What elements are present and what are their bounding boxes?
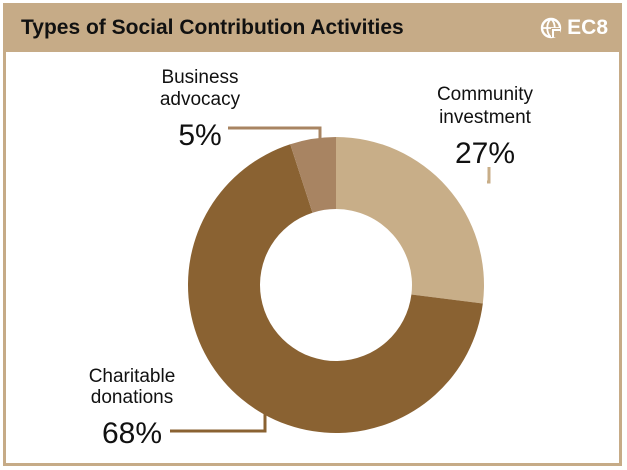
- slice-value-2: 5%: [178, 119, 221, 152]
- slice-2: [290, 137, 336, 213]
- leader-line-0: [487, 167, 491, 184]
- slice-label-0-line-0: Community: [437, 84, 534, 105]
- slice-label-0-line-1: investment: [439, 107, 532, 128]
- chart-header: Types of Social Contribution Activities …: [3, 3, 622, 52]
- ec8-badge: EC8: [540, 16, 608, 40]
- slice-label-2-line-1: advocacy: [160, 89, 241, 110]
- globe-icon: [540, 17, 562, 39]
- donut-chart: Community investment 27% Charitable donation…: [3, 52, 622, 466]
- slice-1: [188, 144, 483, 433]
- slice-label-1-line-1: donations: [91, 387, 173, 408]
- badge-label: EC8: [567, 15, 608, 39]
- leader-line-1: [170, 412, 267, 433]
- leader-line-2: [228, 126, 322, 144]
- slice-label-1-line-0: Charitable: [89, 366, 176, 387]
- slice-value-0: 27%: [455, 137, 515, 170]
- slice-0: [336, 137, 485, 304]
- slice-label-2-line-0: Business: [161, 67, 238, 88]
- slice-value-1: 68%: [102, 417, 162, 450]
- chart-title: Types of Social Contribution Activities: [21, 15, 404, 39]
